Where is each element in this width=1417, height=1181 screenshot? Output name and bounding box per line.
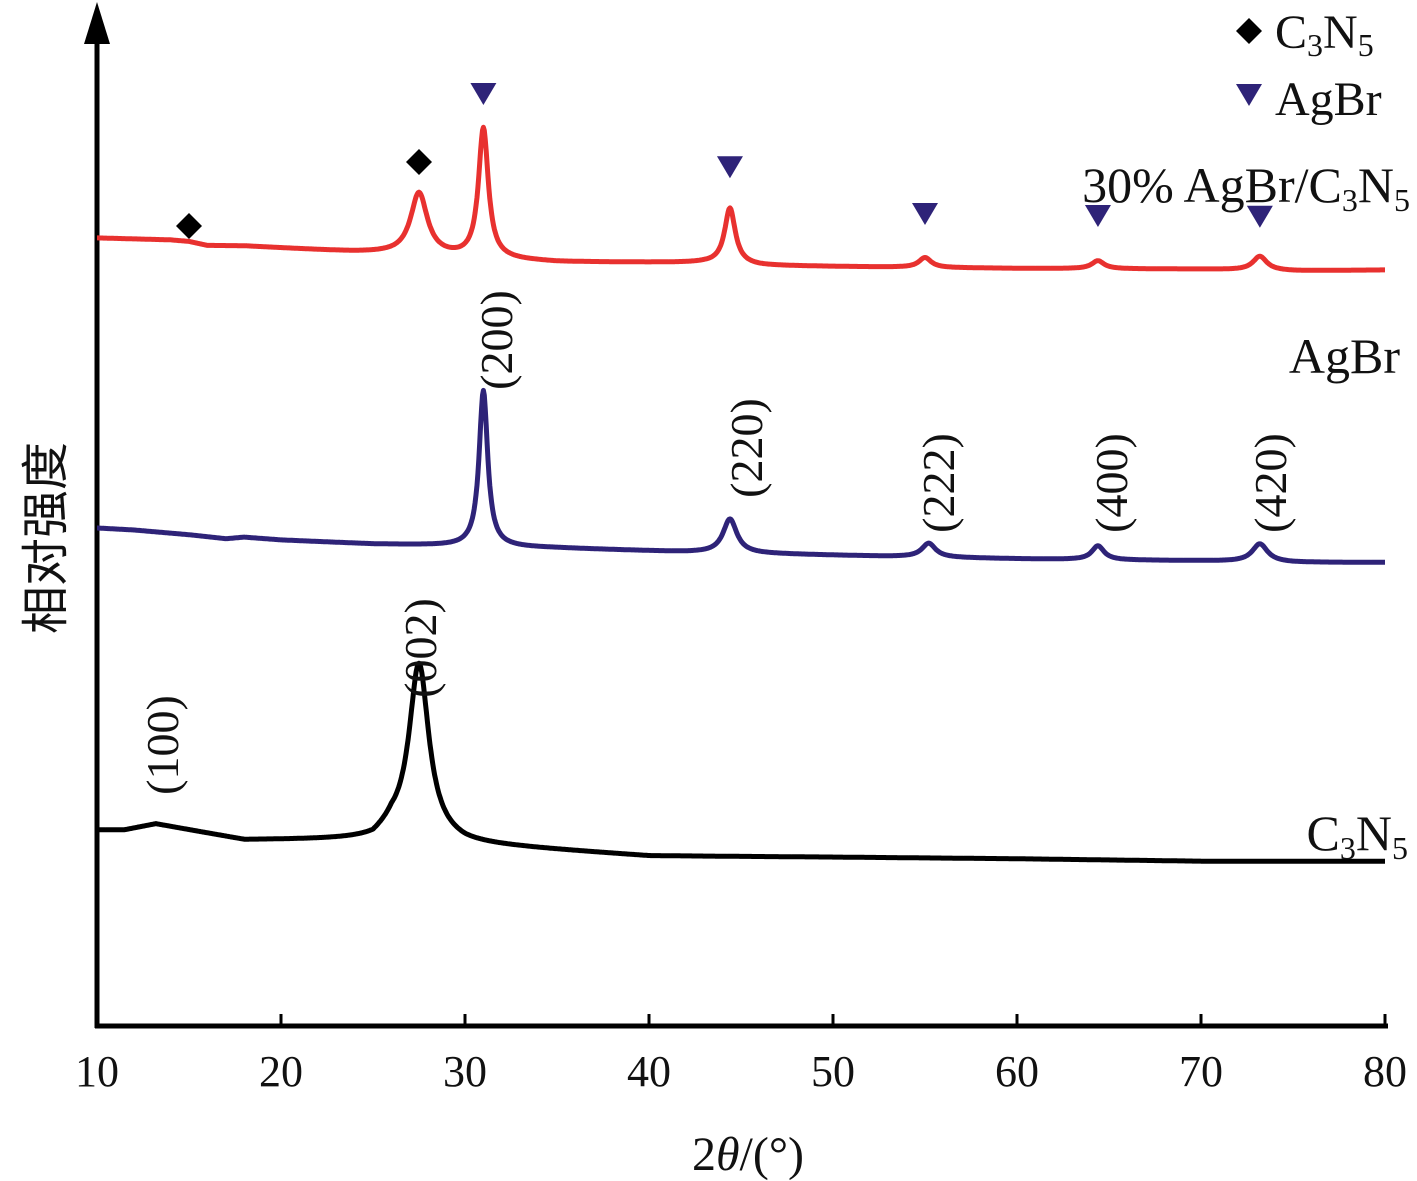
series-lines (95, 124, 1387, 864)
x-axis-title: 2θ/(°) (692, 1128, 804, 1181)
agbr-triangle-marker-5 (1084, 205, 1111, 227)
hkl-label-200: (200) (471, 290, 522, 390)
phase-markers (176, 83, 1273, 239)
series-line-1 (95, 387, 1387, 565)
y-axis-arrow (84, 2, 110, 44)
x-tick-label-20: 20 (259, 1047, 303, 1096)
x-tick-label-10: 10 (75, 1047, 119, 1096)
c3n5-diamond-marker-1 (406, 149, 432, 175)
legend-triangle-icon (1236, 84, 1262, 106)
series-label-c3n5: C3N5 (1307, 805, 1408, 866)
x-tick-label-60: 60 (995, 1047, 1039, 1096)
agbr-triangle-marker-2 (470, 83, 497, 105)
series-line-0 (95, 124, 1387, 273)
agbr-triangle-marker-3 (716, 156, 743, 179)
hkl-label-220: (220) (721, 398, 772, 498)
c3n5-diamond-marker-0 (176, 213, 202, 239)
legend-label-agbr: AgBr (1275, 73, 1382, 126)
axes (84, 2, 1388, 1029)
x-tick-label-50: 50 (811, 1047, 855, 1096)
legend: C3N5 AgBr (1236, 6, 1382, 126)
x-tick-label-80: 80 (1363, 1047, 1407, 1096)
series-label-composite: 30% AgBr/C3N5 (1082, 157, 1410, 218)
y-axis-title: 相对强度 (20, 442, 73, 634)
legend-label-c3n5: C3N5 (1275, 6, 1374, 63)
legend-diamond-icon (1236, 18, 1262, 44)
hkl-label-222: (222) (913, 433, 964, 533)
x-tick-label-40: 40 (627, 1047, 671, 1096)
x-ticks: 10 20 30 40 50 60 70 80 (75, 1014, 1407, 1096)
agbr-triangle-marker-6 (1246, 205, 1273, 228)
hkl-label-100: (100) (137, 695, 188, 795)
hkl-label-420: (420) (1245, 433, 1296, 533)
x-tick-label-70: 70 (1179, 1047, 1223, 1096)
agbr-triangle-marker-4 (912, 203, 938, 225)
series-line-2 (95, 660, 1387, 864)
series-label-agbr: AgBr (1289, 328, 1400, 384)
x-tick-label-30: 30 (443, 1047, 487, 1096)
hkl-label-400: (400) (1086, 433, 1137, 533)
hkl-label-002: (002) (395, 598, 446, 698)
